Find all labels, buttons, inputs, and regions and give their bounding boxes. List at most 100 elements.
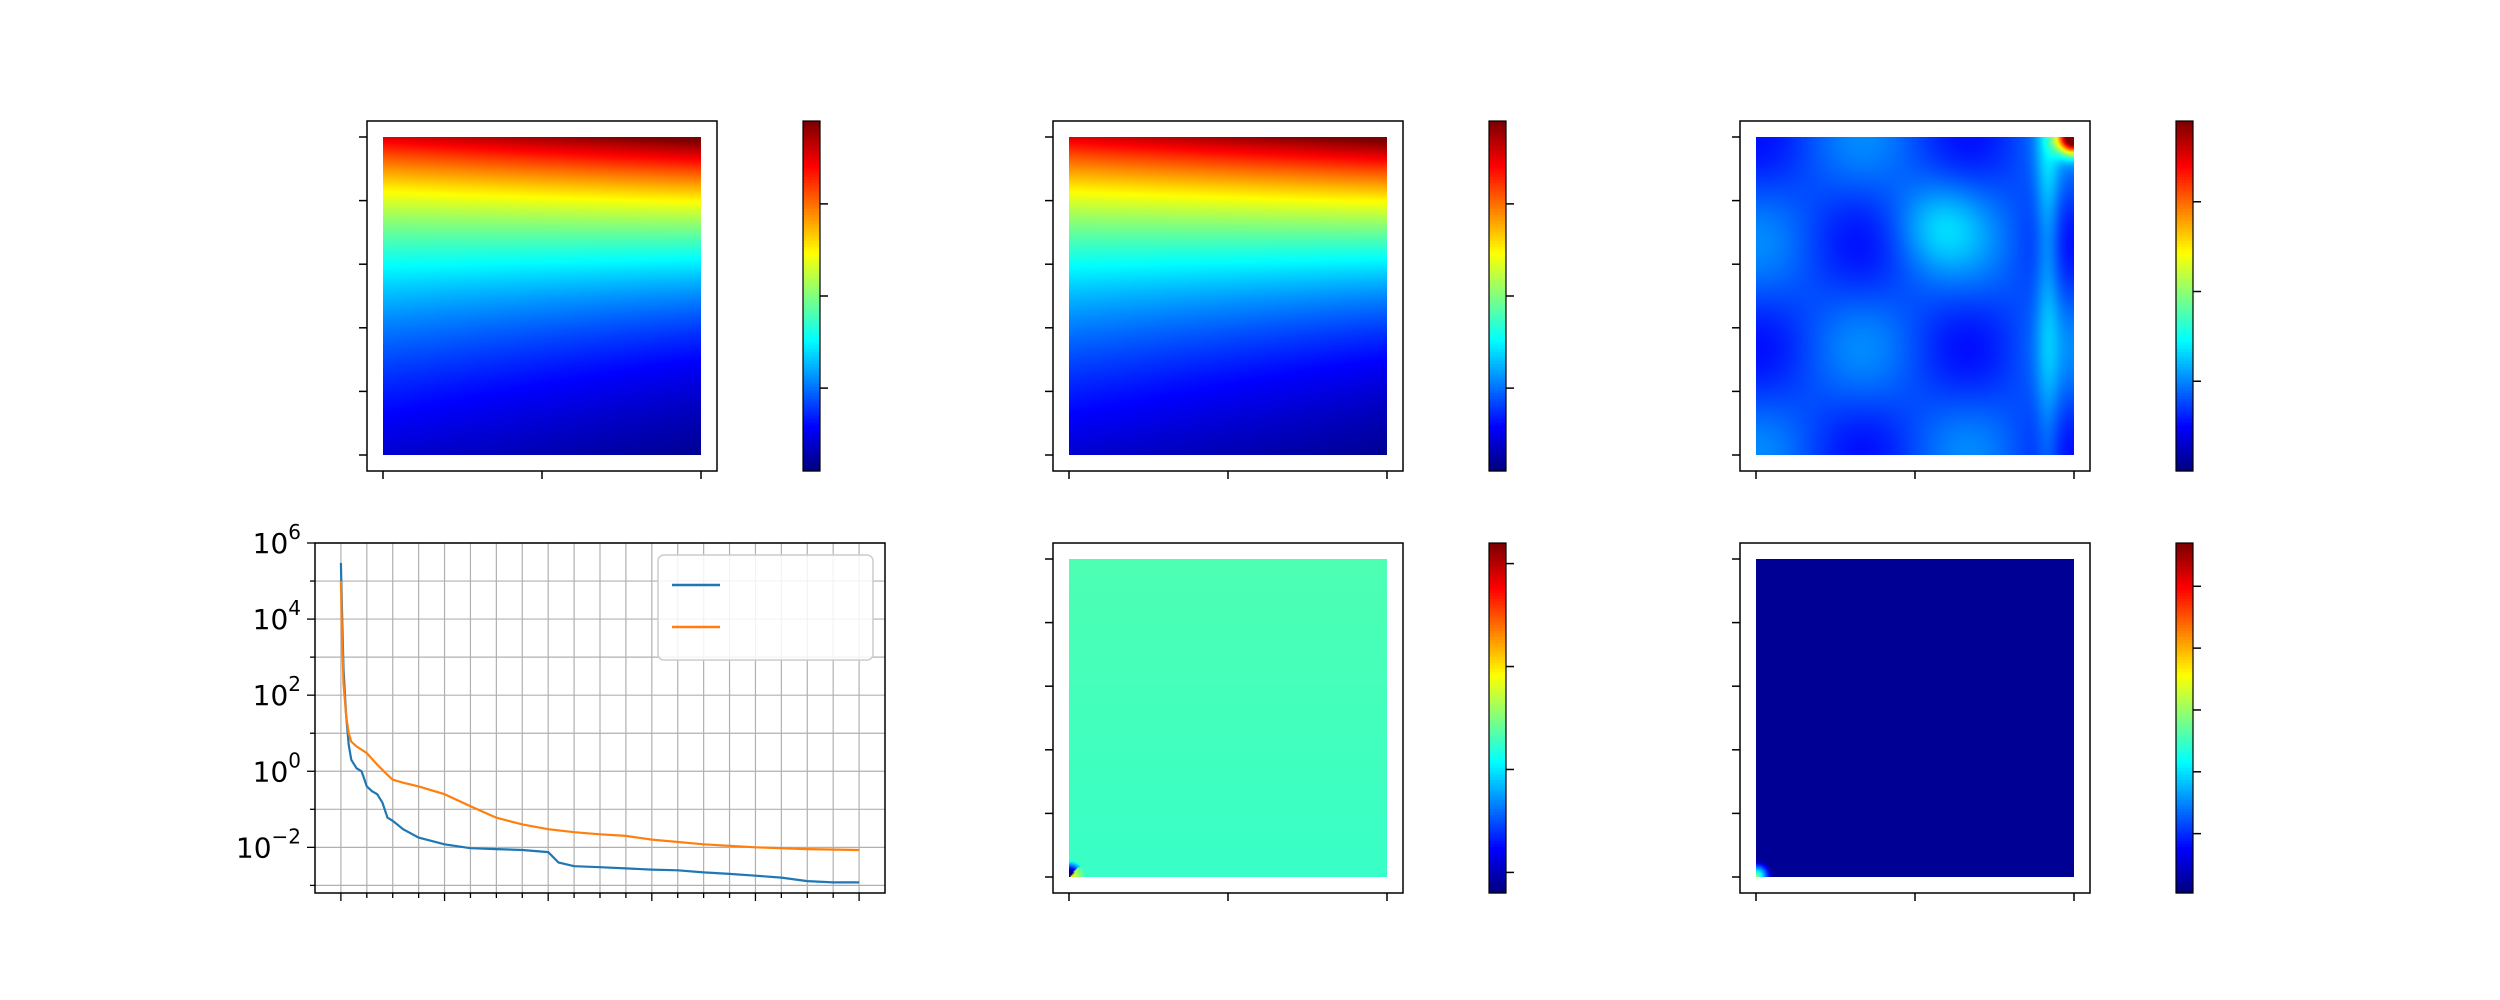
colorbar-segment — [2176, 709, 2193, 713]
colorbar-segment — [803, 339, 820, 344]
heatmap-image-p6 — [1756, 559, 2074, 877]
colorbar-segment — [1489, 560, 1506, 565]
colorbar-segment — [2176, 723, 2193, 728]
colorbar-segment — [2176, 164, 2193, 169]
colorbar-segment — [1489, 191, 1506, 195]
colorbar-segment — [1489, 566, 1506, 570]
colorbar-segment — [2176, 220, 2193, 224]
colorbar-segment — [2176, 316, 2193, 320]
colorbar-segment — [2176, 412, 2193, 417]
colorbar-segment — [1489, 339, 1506, 344]
colorbar-segment — [803, 401, 820, 405]
colorbar-segment — [1489, 441, 1506, 446]
colorbar-segment — [803, 158, 820, 163]
colorbar-segment — [803, 275, 820, 280]
colorbar-segment — [803, 293, 820, 297]
colorbar-segment — [1489, 712, 1506, 716]
panel-p5 — [1045, 542, 1514, 901]
colorbar-segment — [803, 220, 820, 224]
colorbar-segment — [2176, 301, 2193, 306]
colorbar-segment — [803, 331, 820, 335]
colorbar-segment — [2176, 604, 2193, 608]
colorbar-segment — [1489, 761, 1506, 766]
colorbar-segment — [803, 205, 820, 210]
legend-box — [657, 554, 874, 661]
colorbar-segment — [1489, 196, 1506, 201]
colorbar-segment — [1489, 266, 1506, 271]
colorbar-segment — [1489, 313, 1506, 318]
colorbar-segment — [803, 418, 820, 423]
colorbar-segment — [1489, 548, 1506, 553]
colorbar-segment — [2176, 237, 2193, 242]
colorbar-segment — [803, 193, 820, 198]
colorbar-segment — [2176, 325, 2193, 329]
colorbar-segment — [1489, 846, 1506, 850]
colorbar-segment — [1489, 123, 1506, 128]
colorbar-segment — [1489, 307, 1506, 312]
colorbar-segment — [2176, 548, 2193, 553]
colorbar-segment — [1489, 723, 1506, 728]
colorbar-segment — [2176, 890, 2193, 894]
colorbar-segment — [2176, 863, 2193, 868]
colorbar-segment — [2176, 185, 2193, 189]
colorbar-segment — [2176, 258, 2193, 262]
colorbar-segment — [1489, 645, 1506, 649]
colorbar-segment — [1489, 592, 1506, 597]
colorbar-segment — [2176, 444, 2193, 449]
colorbar-segment — [2176, 610, 2193, 614]
y-tick-label: 10−2 — [236, 824, 301, 864]
colorbar-segment — [1489, 220, 1506, 224]
colorbar-segment — [1489, 360, 1506, 364]
colorbar-segment — [803, 135, 820, 140]
colorbar-segment — [803, 403, 820, 408]
colorbar-segment — [2176, 228, 2193, 233]
colorbar-segment — [2176, 718, 2193, 722]
colorbar-segment — [803, 307, 820, 312]
colorbar-segment — [1489, 357, 1506, 361]
colorbar-segment — [1489, 412, 1506, 417]
colorbar-segment — [803, 266, 820, 271]
colorbar-segment — [2176, 255, 2193, 259]
colorbar-segment — [2176, 741, 2193, 745]
colorbar-segment — [2176, 441, 2193, 446]
colorbar-segment — [1489, 246, 1506, 250]
colorbar-segment — [2176, 173, 2193, 178]
colorbar-segment — [2176, 278, 2193, 283]
colorbar-segment — [1489, 389, 1506, 393]
colorbar-segment — [803, 406, 820, 411]
colorbar-segment — [2176, 668, 2193, 672]
colorbar-segment — [1489, 840, 1506, 845]
colorbar-segment — [2176, 793, 2193, 798]
colorbar-segment — [803, 328, 820, 332]
colorbar-segment — [1489, 767, 1506, 772]
colorbar-segment — [1489, 316, 1506, 320]
colorbar-segment — [1489, 878, 1506, 882]
colorbar-segment — [2176, 132, 2193, 137]
colorbar-segment — [1489, 272, 1506, 277]
colorbar-segment — [1489, 240, 1506, 245]
colorbar-segment — [803, 185, 820, 189]
colorbar-segment — [1489, 790, 1506, 795]
colorbar-segment — [1489, 380, 1506, 385]
colorbar-segment — [2176, 240, 2193, 245]
colorbar-segment — [2176, 453, 2193, 458]
colorbar-segment — [803, 173, 820, 178]
colorbar-segment — [1489, 703, 1506, 707]
colorbar-segment — [1489, 860, 1506, 865]
colorbar-segment — [1489, 202, 1506, 207]
colorbar-segment — [803, 395, 820, 399]
colorbar-segment — [2176, 377, 2193, 382]
colorbar-segment — [2176, 691, 2193, 696]
colorbar-segment — [2176, 878, 2193, 882]
colorbar-segment — [1489, 211, 1506, 215]
colorbar-segment — [1489, 834, 1506, 839]
colorbar-segment — [1489, 217, 1506, 221]
colorbar-segment — [1489, 694, 1506, 699]
colorbar-segment — [2176, 627, 2193, 632]
colorbar-segment — [1489, 319, 1506, 323]
colorbar-segment — [1489, 805, 1506, 810]
colorbar-segment — [1489, 366, 1506, 370]
panel-p3 — [1732, 120, 2201, 479]
colorbar-segment — [1489, 653, 1506, 658]
colorbar-segment — [1489, 563, 1506, 567]
